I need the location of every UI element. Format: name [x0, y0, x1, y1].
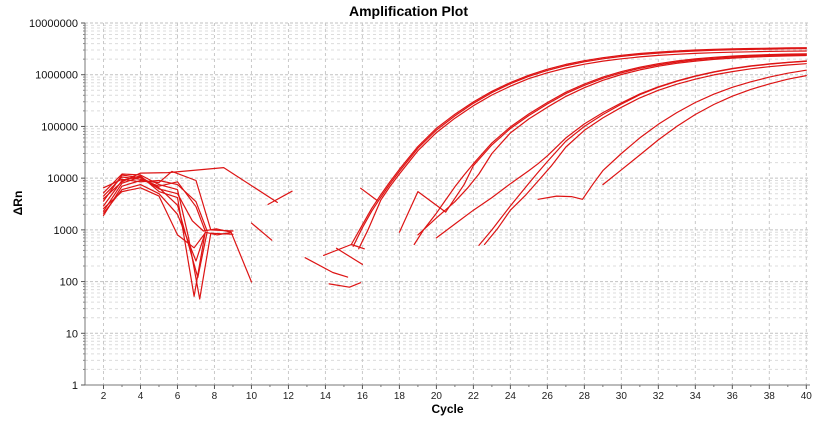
trace-baseline-noise-1	[102, 176, 206, 232]
chart-title: Amplification Plot	[349, 3, 468, 19]
x-tick-label: 38	[764, 391, 776, 402]
trace-mid-segment-2	[267, 190, 293, 205]
y-tick-label: 1000000	[35, 70, 78, 82]
trace-baseline-noise-5	[102, 173, 234, 300]
x-tick-label: 36	[727, 391, 739, 402]
trace-baseline-noise-9	[102, 167, 278, 203]
series-lines	[102, 47, 807, 300]
trace-baseline-noise-10	[102, 187, 206, 249]
y-tick-label: 1000	[54, 225, 78, 237]
x-tick-label: 28	[579, 391, 591, 402]
x-tick-label: 34	[690, 391, 702, 402]
trace-mid-segment-1	[250, 222, 273, 241]
x-tick-label: 18	[394, 391, 406, 402]
y-tick-label: 1	[72, 380, 78, 392]
trace-group3-rep2	[478, 60, 807, 246]
x-tick-label: 6	[175, 391, 181, 402]
trace-group2-rep1	[413, 53, 807, 246]
x-tick-label: 14	[320, 391, 332, 402]
x-tick-label: 12	[283, 391, 295, 402]
trace-group3-rep3	[483, 63, 807, 246]
x-tick-label: 16	[357, 391, 369, 402]
y-tick-label: 100	[60, 277, 78, 289]
y-tick-label: 10000000	[29, 18, 78, 30]
trace-group4-rep1	[537, 69, 807, 200]
trace-baseline-noise-7	[102, 178, 208, 232]
x-tick-label: 32	[653, 391, 665, 402]
trace-group2-rep2	[398, 53, 807, 233]
x-tick-label: 26	[542, 391, 554, 402]
trace-mid-segment-7	[360, 187, 378, 202]
trace-group1-rep3	[358, 50, 807, 250]
x-tick-label: 22	[468, 391, 480, 402]
x-tick-label: 40	[801, 391, 813, 402]
y-tick-label: 100000	[41, 121, 78, 133]
trace-group2-rep3	[417, 54, 807, 236]
x-tick-label: 30	[616, 391, 628, 402]
trace-baseline-noise-8	[102, 184, 206, 262]
x-tick-label: 24	[505, 391, 517, 402]
tick-marks	[81, 22, 807, 389]
x-tick-label: 4	[138, 391, 144, 402]
x-axis-label: Cycle	[431, 402, 464, 416]
trace-mid-segment-4	[328, 282, 362, 288]
x-tick-label: 8	[212, 391, 218, 402]
y-tick-label: 10000	[47, 173, 78, 185]
axes	[84, 23, 810, 386]
y-tick-label: 10	[66, 328, 78, 340]
trace-group1-rep2	[350, 47, 807, 246]
x-tick-label: 20	[431, 391, 443, 402]
x-tick-label: 2	[101, 391, 107, 402]
trace-mid-segment-3	[304, 257, 349, 278]
trace-group4-rep2	[602, 74, 807, 186]
trace-mid-segment-6	[335, 247, 363, 265]
x-tick-label: 10	[246, 391, 258, 402]
trace-baseline-noise-6	[102, 170, 234, 232]
trace-baseline-noise-4	[102, 176, 208, 279]
trace-group1-rep1	[352, 47, 807, 247]
tick-labels: 2 4 6 8 10 12 14 16 18 20 22 24 26 28 30 32 34 36 38 401101…	[29, 18, 812, 402]
